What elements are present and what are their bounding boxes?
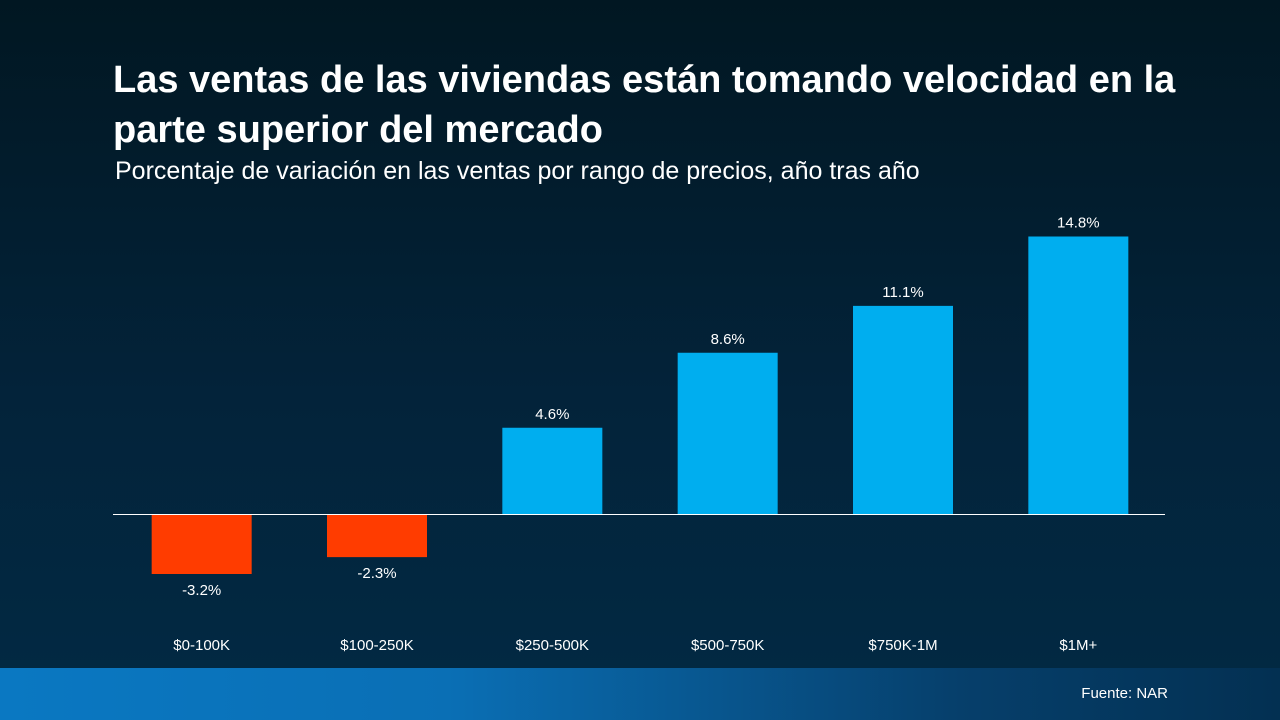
bar-1: [327, 514, 427, 558]
category-label-3: $500-750K: [691, 637, 764, 654]
bar-3: [677, 352, 778, 514]
data-label-2: 4.6%: [535, 406, 569, 423]
category-label-4: $750K-1M: [868, 637, 937, 654]
category-label-0: $0-100K: [173, 637, 230, 654]
footer-bar: Fuente: NAR: [0, 668, 1280, 720]
bar-5: [1028, 236, 1129, 514]
category-label-5: $1M+: [1059, 637, 1097, 654]
chart-subtitle: Porcentaje de variación en las ventas po…: [115, 157, 920, 185]
category-label-2: $250-500K: [516, 637, 589, 654]
data-label-5: 14.8%: [1057, 215, 1100, 232]
category-label-1: $100-250K: [340, 637, 413, 654]
data-label-1: -2.3%: [357, 565, 396, 582]
bar-2: [502, 427, 603, 514]
data-label-4: 11.1%: [882, 284, 923, 301]
bar-chart: -3.2% $0-100K -2.3% $100-250K 4.6% $250-500K 8…: [151, 215, 1129, 654]
source-note: Fuente: NAR: [1081, 685, 1168, 702]
data-label-3: 8.6%: [711, 331, 745, 348]
bar-0: [151, 514, 252, 574]
bar-4: [853, 305, 953, 514]
chart-title: Las ventas de las viviendas están tomand…: [113, 59, 1176, 151]
data-label-0: -3.2%: [182, 582, 221, 599]
